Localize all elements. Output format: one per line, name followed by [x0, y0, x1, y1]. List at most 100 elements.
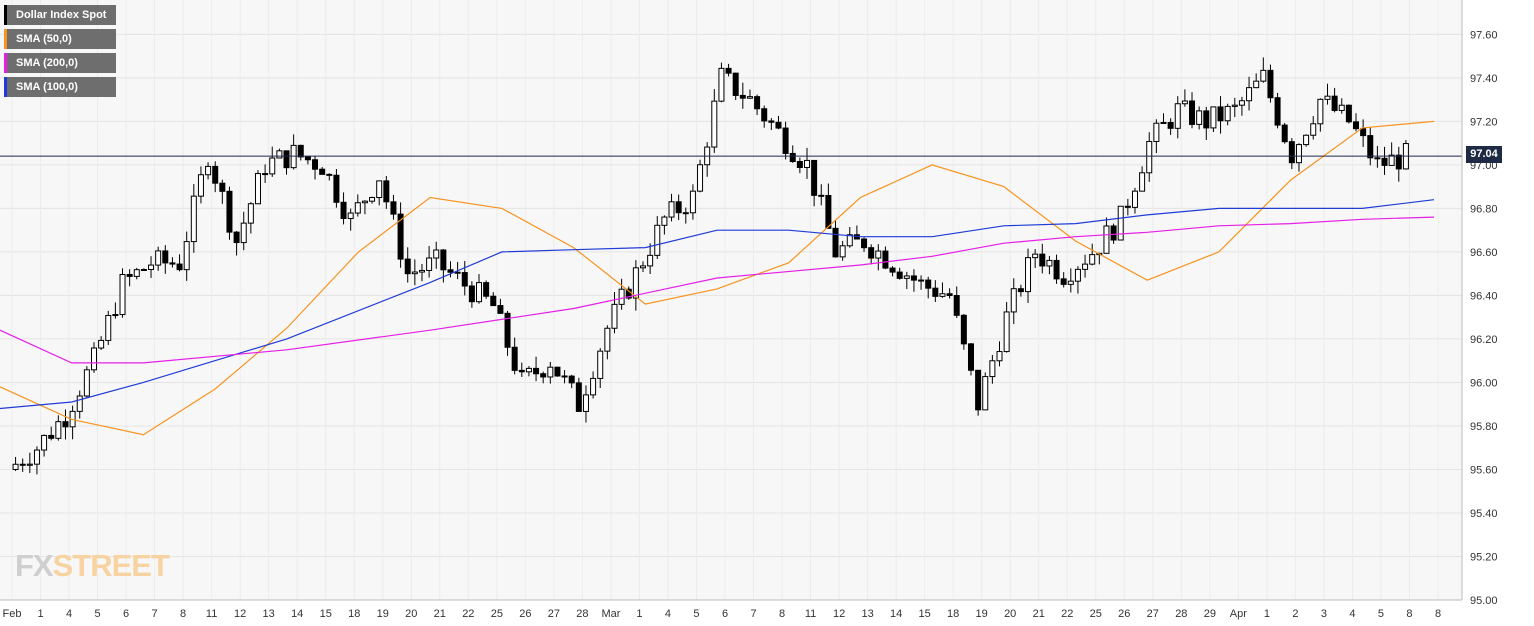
candle-body	[48, 434, 55, 439]
candle-body	[525, 367, 532, 373]
y-tick-label: 95.20	[1470, 551, 1498, 563]
candle-body	[55, 421, 62, 439]
candle-body	[1174, 103, 1181, 129]
candle-body	[254, 173, 261, 205]
x-tick-label: 14	[890, 608, 902, 620]
legend-item-sma50[interactable]: SMA (50,0)	[4, 29, 117, 49]
legend-item-dollar-index[interactable]: Dollar Index Spot	[4, 5, 117, 25]
candle-body	[1288, 141, 1295, 164]
candle-body	[811, 159, 818, 196]
candle-body	[654, 224, 661, 256]
candle-body	[1053, 259, 1060, 280]
candle-body	[326, 173, 333, 176]
x-tick-label: 7	[152, 608, 158, 620]
x-tick-label: 8	[1435, 608, 1441, 620]
candle-body	[718, 67, 725, 102]
candle-body	[354, 202, 361, 214]
legend-label: Dollar Index Spot	[16, 9, 107, 21]
candle-body	[725, 67, 732, 74]
candle-body	[932, 287, 939, 297]
legend-item-sma100[interactable]: SMA (100,0)	[4, 77, 117, 97]
candle-body	[604, 327, 611, 352]
candle-body	[1253, 80, 1260, 89]
candle-body	[1110, 225, 1117, 241]
candle-body	[90, 347, 97, 371]
candle-body	[262, 173, 269, 176]
x-tick-label: 18	[947, 608, 959, 620]
candle-body	[411, 271, 418, 275]
candle-body	[839, 245, 846, 258]
x-tick-label: 22	[462, 608, 474, 620]
candle-body	[825, 194, 832, 229]
y-tick-label: 95.60	[1470, 464, 1498, 476]
candle-body	[397, 213, 404, 260]
candle-body	[190, 195, 197, 243]
candle-body	[989, 360, 996, 378]
candle-body	[269, 157, 276, 175]
candle-body	[575, 382, 582, 412]
candle-body	[297, 144, 304, 158]
candle-body	[918, 279, 925, 282]
x-tick-label: 4	[1349, 608, 1355, 620]
x-tick-label: 15	[320, 608, 332, 620]
x-tick-label: 4	[665, 608, 671, 620]
candle-body	[1039, 253, 1046, 267]
candles	[12, 57, 1409, 475]
candle-body	[340, 201, 347, 220]
candle-body	[711, 100, 718, 148]
candle-body	[1360, 128, 1367, 137]
candle-body	[304, 156, 311, 161]
candle-body	[112, 314, 119, 317]
candle-body	[846, 234, 853, 247]
y-tick-label: 95.80	[1470, 421, 1498, 433]
candle-body	[910, 275, 917, 281]
x-tick-label: 11	[206, 608, 217, 620]
fxstreet-logo: FXSTREET	[15, 548, 170, 584]
candle-body	[347, 212, 354, 220]
candle-body	[1381, 157, 1388, 166]
legend-swatch	[4, 29, 7, 49]
candle-body	[376, 180, 383, 199]
candle-body	[1003, 311, 1010, 353]
logo-fx: FX	[15, 548, 54, 583]
candle-body	[682, 212, 689, 215]
x-tick-label: 1	[636, 608, 642, 620]
candle-body	[868, 247, 875, 259]
y-tick-label: 97.60	[1470, 29, 1498, 41]
candle-body	[76, 395, 83, 412]
candle-body	[697, 164, 704, 192]
candle-body	[582, 394, 589, 412]
x-tick-label: 28	[576, 608, 588, 620]
candle-body	[1217, 106, 1224, 122]
candle-body	[62, 421, 69, 428]
candle-body	[939, 293, 946, 297]
candle-body	[483, 282, 490, 297]
candle-body	[1345, 104, 1352, 123]
x-tick-label: 12	[833, 608, 845, 620]
x-tick-label: 22	[1061, 608, 1073, 620]
x-tick-label: 6	[123, 608, 129, 620]
candle-body	[1196, 110, 1203, 125]
candle-body	[1395, 154, 1402, 170]
candle-body	[176, 263, 183, 271]
x-tick-label: 11	[805, 608, 816, 620]
x-tick-label: 18	[348, 608, 360, 620]
legend-swatch	[4, 77, 7, 97]
x-tick-label: 2	[1292, 608, 1298, 620]
plot-area	[0, 0, 1462, 600]
candle-body	[568, 375, 575, 384]
candle-body	[1388, 154, 1395, 166]
candle-body	[426, 257, 433, 271]
legend-item-sma200[interactable]: SMA (200,0)	[4, 53, 117, 73]
y-tick-label: 97.40	[1470, 73, 1498, 85]
y-tick-label: 96.60	[1470, 247, 1498, 259]
candle-body	[105, 314, 112, 341]
candle-body	[1295, 144, 1302, 164]
candle-body	[433, 249, 440, 259]
candle-body	[1324, 95, 1331, 100]
candle-body	[319, 168, 326, 175]
candle-body	[1025, 257, 1032, 293]
candle-body	[1117, 205, 1124, 241]
candle-body	[312, 159, 319, 170]
sma-line	[0, 120, 1435, 436]
